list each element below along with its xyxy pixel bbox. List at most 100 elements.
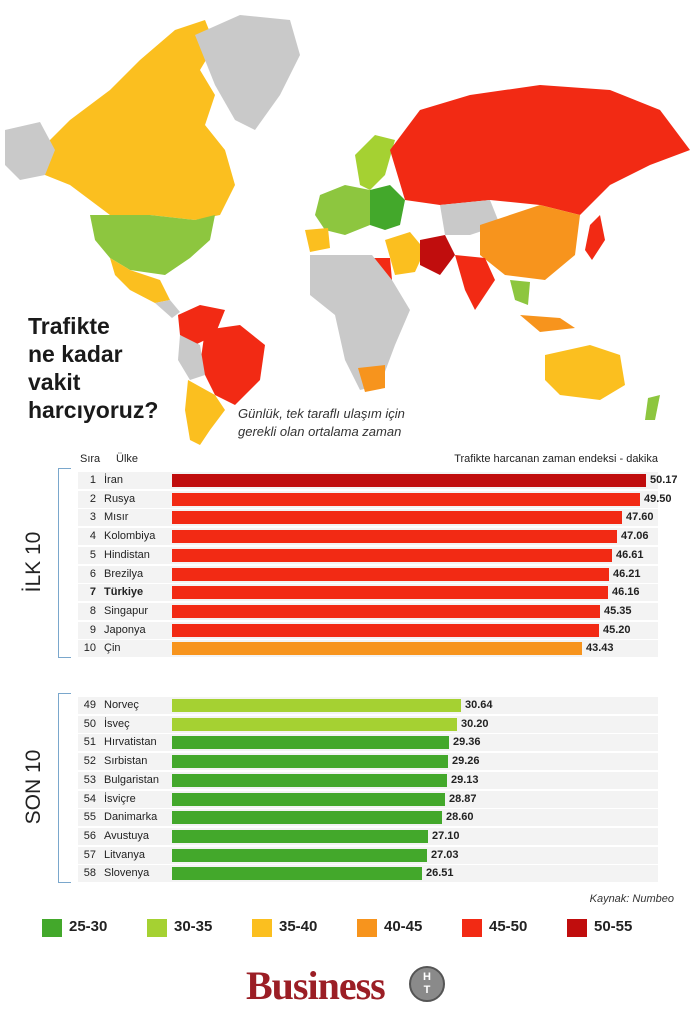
legend-label: 25-30 bbox=[69, 918, 108, 935]
bar bbox=[172, 848, 427, 862]
bar bbox=[172, 829, 428, 843]
value-label: 50.17 bbox=[650, 474, 678, 486]
color-legend: 25-30 30-35 35-40 40-45 45-50 50-55 bbox=[42, 917, 672, 939]
table-row: 4 Kolombiya 47.06 bbox=[78, 528, 658, 546]
bar bbox=[172, 811, 442, 825]
value-label: 47.06 bbox=[621, 530, 649, 543]
map-central-america bbox=[155, 300, 180, 318]
map-argentina-chile bbox=[185, 380, 225, 445]
bar bbox=[172, 474, 646, 487]
map-mexico bbox=[110, 258, 170, 303]
table-row: 55 Danimarka 28.60 bbox=[78, 809, 658, 827]
value-label: 45.35 bbox=[604, 604, 632, 617]
rank-label: 3 bbox=[89, 511, 96, 524]
rank-label: 54 bbox=[83, 792, 96, 805]
header-country: Ülke bbox=[116, 453, 139, 465]
rank-label: 1 bbox=[89, 474, 96, 486]
country-label: Avustuya bbox=[104, 829, 150, 842]
bar bbox=[172, 567, 609, 581]
value-label: 46.61 bbox=[616, 548, 644, 561]
rank-label: 52 bbox=[83, 755, 96, 768]
rank-label: 49 bbox=[83, 699, 96, 711]
map-usa bbox=[90, 215, 215, 275]
legend-swatch bbox=[357, 919, 377, 937]
rank-label: 6 bbox=[89, 567, 96, 580]
title-line: Trafikte bbox=[28, 313, 110, 339]
map-scandinavia bbox=[355, 135, 395, 190]
country-label: İran bbox=[104, 474, 123, 486]
legend-label: 45-50 bbox=[489, 918, 528, 935]
value-label: 28.87 bbox=[449, 792, 477, 805]
rank-label: 10 bbox=[83, 642, 96, 655]
world-choropleth-map bbox=[5, 15, 690, 445]
brand-name: Business bbox=[246, 963, 386, 1008]
country-label: Japonya bbox=[104, 623, 146, 636]
map-peru-bolivia bbox=[178, 335, 205, 380]
country-label: Norveç bbox=[104, 699, 139, 711]
value-label: 30.20 bbox=[461, 717, 489, 730]
value-label: 47.60 bbox=[626, 511, 654, 524]
bar bbox=[172, 717, 457, 731]
map-china bbox=[480, 205, 580, 280]
map-canada bbox=[40, 20, 235, 220]
table-row: 50 İsveç 30.20 bbox=[78, 715, 658, 733]
bar bbox=[172, 530, 617, 544]
country-label: Çin bbox=[104, 642, 121, 655]
title-line: ne kadar bbox=[28, 341, 123, 367]
country-label: İsveç bbox=[104, 717, 130, 730]
value-label: 29.26 bbox=[452, 755, 480, 768]
table-row: 1 İran 50.17 bbox=[78, 472, 678, 489]
top-group-bracket bbox=[58, 468, 71, 658]
rank-label: 53 bbox=[83, 773, 96, 786]
map-eastern-europe bbox=[370, 185, 405, 230]
map-south-africa bbox=[358, 365, 385, 392]
bar bbox=[172, 699, 461, 712]
value-label: 43.43 bbox=[586, 642, 614, 655]
ht-badge-icon: H T bbox=[409, 966, 445, 1002]
badge-top-letter: H bbox=[423, 971, 431, 983]
legend-swatch bbox=[147, 919, 167, 937]
bar bbox=[172, 604, 600, 618]
table-row: 56 Avustuya 27.10 bbox=[78, 827, 658, 845]
map-middle-east bbox=[385, 232, 425, 275]
table-row: 57 Litvanya 27.03 bbox=[78, 846, 658, 864]
value-label: 29.13 bbox=[451, 773, 479, 786]
bar bbox=[172, 755, 448, 769]
country-label: İsviçre bbox=[104, 792, 136, 805]
value-label: 26.51 bbox=[426, 867, 454, 880]
rank-label: 51 bbox=[83, 736, 96, 749]
header-index: Trafikte harcanan zaman endeksi - dakika bbox=[454, 453, 658, 465]
country-label: Sırbistan bbox=[104, 755, 148, 768]
bar bbox=[172, 511, 622, 525]
country-label: Singapur bbox=[104, 604, 149, 617]
legend-swatch bbox=[567, 919, 587, 937]
value-label: 45.20 bbox=[603, 623, 631, 636]
map-india bbox=[455, 255, 495, 310]
table-row: 53 Bulgaristan 29.13 bbox=[78, 771, 658, 789]
value-label: 27.03 bbox=[431, 848, 459, 861]
bar bbox=[172, 773, 447, 787]
legend-label: 50-55 bbox=[594, 918, 633, 935]
table-row: 6 Brezilya 46.21 bbox=[78, 565, 658, 583]
table-row: 52 Sırbistan 29.26 bbox=[78, 753, 658, 771]
value-label: 46.21 bbox=[613, 567, 641, 580]
country-label: Mısır bbox=[104, 511, 129, 524]
table-row: 5 Hindistan 46.61 bbox=[78, 546, 658, 564]
group-label-top: İLK 10 bbox=[22, 531, 45, 593]
legend-label: 40-45 bbox=[384, 918, 423, 935]
rank-label: 9 bbox=[89, 623, 96, 636]
map-iran bbox=[420, 235, 455, 275]
table-row: 8 Singapur 45.35 bbox=[78, 602, 658, 620]
table-row: 58 Slovenya 26.51 bbox=[78, 865, 658, 883]
country-label: Slovenya bbox=[104, 867, 150, 880]
map-japan bbox=[585, 215, 605, 260]
rank-label: 55 bbox=[83, 811, 96, 824]
bar bbox=[172, 867, 422, 881]
subtitle-line: gerekli olan ortalama zaman bbox=[238, 424, 402, 439]
rank-label: 58 bbox=[83, 867, 96, 880]
table-row: 49 Norveç 30.64 bbox=[78, 697, 658, 714]
country-label: Kolombiya bbox=[104, 530, 156, 543]
table-row: 9 Japonya 45.20 bbox=[78, 621, 658, 639]
value-label: 27.10 bbox=[432, 829, 460, 842]
table-row: 51 Hırvatistan 29.36 bbox=[78, 734, 658, 752]
